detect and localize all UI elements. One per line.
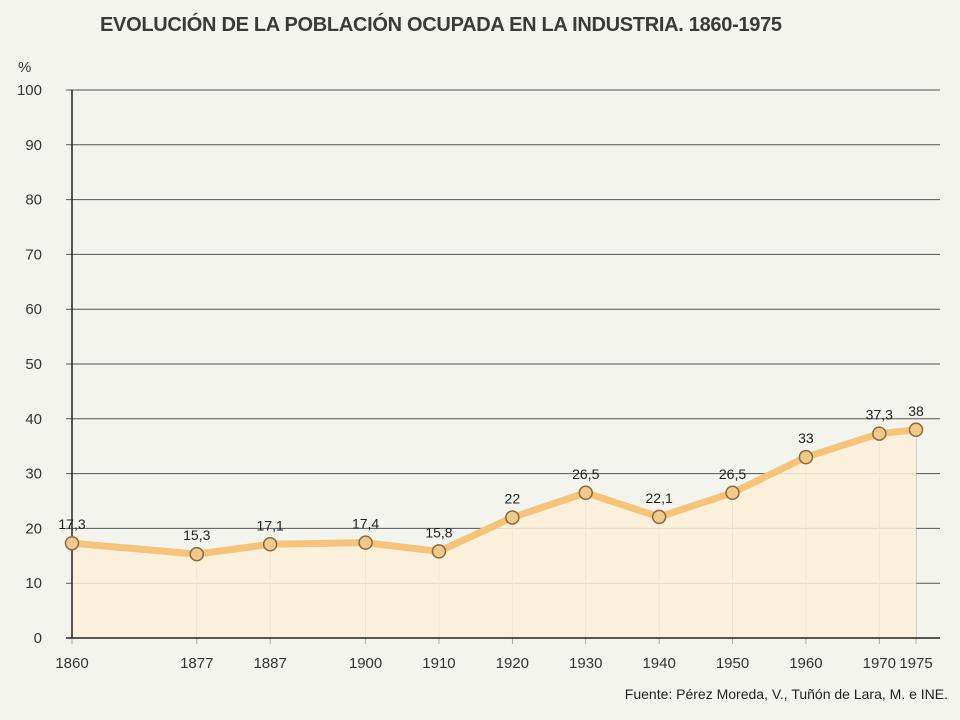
data-label: 17,4 [352,516,379,532]
y-tick-label: 70 [25,246,42,263]
x-tick-label: 1960 [789,655,822,672]
x-tick-labels: 1860 1877 1887 1900 1910 1920 1930 1940 1950 1960… [55,655,932,672]
area-fill [72,429,916,638]
series-line [68,426,920,558]
x-tick-label: 1910 [422,655,455,672]
x-tick-label: 1940 [642,655,675,672]
data-point [798,449,814,465]
data-labels: 17,3 15,3 17,1 17,4 15,8 22 26,5 22,1 26,5 33 37,3… [58,403,924,543]
data-point [431,544,447,559]
data-point [651,509,667,525]
y-tick-label: 40 [25,411,42,428]
y-axis-unit-label: % [18,59,31,76]
x-tick-label: 1975 [899,655,932,672]
data-label: 38 [908,403,924,419]
y-tick-label: 10 [25,575,42,592]
data-point [358,535,373,550]
data-label: 17,3 [58,516,85,532]
series-line-group [68,426,920,558]
data-point [908,422,924,438]
data-label: 37,3 [866,407,893,423]
x-tick-label: 1970 [863,655,896,672]
data-point [64,535,80,551]
y-tick-label: 60 [25,301,42,318]
data-point [725,485,740,501]
x-tick-label: 1950 [716,655,749,672]
data-label: 26,5 [572,466,599,482]
x-tick-label: 1877 [180,655,213,672]
data-point [578,485,593,501]
y-tick-label: 0 [34,630,42,647]
data-label: 22 [505,490,521,506]
chart-title: EVOLUCIÓN DE LA POBLACIÓN OCUPADA EN LA … [100,14,782,36]
data-point [872,426,887,441]
data-label: 22,1 [646,490,673,506]
y-tick-label: 20 [25,520,42,537]
data-point [505,510,520,525]
y-tick-labels: 0 10 20 30 40 50 60 70 80 90 100 [17,82,42,647]
data-label: 26,5 [719,466,746,482]
y-tick-label: 80 [25,192,42,209]
y-tick-label: 90 [25,137,42,154]
x-tick-label: 1860 [55,655,88,672]
data-point [189,546,205,562]
data-point [262,537,278,552]
x-tick-label: 1900 [349,655,382,672]
data-label: 33 [798,430,814,446]
data-label: 15,8 [425,524,452,540]
source-note: Fuente: Pérez Moreda, V., Tuñón de Lara,… [624,686,948,702]
y-tick-label: 30 [25,466,42,483]
x-tick-label: 1930 [569,655,602,672]
data-points [64,422,924,562]
x-tick-label: 1920 [496,655,529,672]
y-tick-label: 50 [25,356,42,373]
x-tick-label: 1887 [253,655,286,672]
area-under-line [72,429,916,638]
data-label: 15,3 [183,527,210,543]
y-tick-label: 100 [17,82,42,99]
data-label: 17,1 [257,517,284,533]
